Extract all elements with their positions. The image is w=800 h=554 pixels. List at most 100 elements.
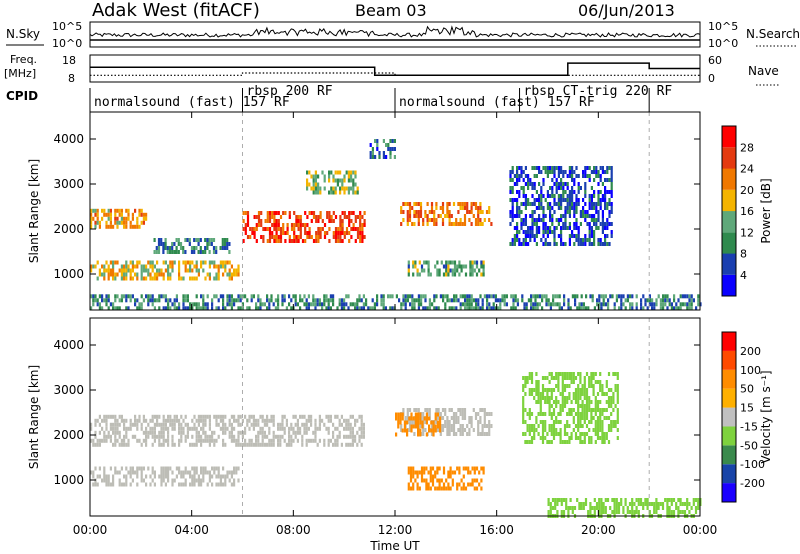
heatmap-cell [354,306,357,311]
heatmap-cell [464,272,468,277]
heatmap-cell [277,235,280,239]
heatmap-cell [435,420,438,424]
heatmap-cell [579,396,582,400]
heatmap-cell [114,442,117,447]
heatmap-cell [533,396,536,400]
heatmap-cell [451,470,454,475]
heatmap-cell [314,306,317,311]
heatmap-cell [255,442,258,447]
heatmap-cell [109,482,112,487]
heatmap-cell [303,430,306,435]
heatmap-cell [204,470,207,475]
heatmap-cell [604,170,607,174]
heatmap-cell [204,276,207,281]
heatmap-cell [409,470,413,475]
heatmap-cell [107,212,110,217]
heatmap-cell [317,190,320,195]
heatmap-cell [120,212,123,217]
heatmap-cell [553,182,556,186]
heatmap-cell [288,430,291,435]
heatmap-cell [217,268,220,273]
heatmap-cell [389,139,392,143]
heatmap-cell [614,384,617,388]
heatmap-cell [610,186,613,190]
heatmap-cell [573,202,576,206]
freq-trace [90,62,700,77]
heatmap-cell [560,230,563,234]
heatmap-cell [136,466,139,471]
heatmap-cell [582,302,585,307]
heatmap-cell [430,424,434,428]
heatmap-cell [690,306,693,311]
heatmap-cell [409,478,413,483]
heatmap-cell [224,306,227,311]
heatmap-cell [195,246,198,250]
heatmap-cell [387,143,390,147]
heatmap-cell [666,502,669,506]
heatmap-cell [361,235,364,239]
heatmap-cell [442,294,445,299]
heatmap-cell [509,198,512,202]
heatmap-cell [472,408,475,412]
heatmap-cell [98,294,101,299]
heatmap-cell [617,502,621,506]
heatmap-cell [94,264,97,269]
heatmap-cell [90,224,93,229]
heatmap-cell [529,202,532,206]
heatmap-cell [149,272,152,277]
colorbar-tick-label: 16 [740,205,754,218]
heatmap-cell [471,264,474,269]
heatmap-cell [604,234,607,238]
heatmap-cell [131,478,134,483]
heatmap-cell [189,426,192,431]
heatmap-cell [329,306,332,311]
heatmap-cell [417,420,420,425]
heatmap-cell [336,414,339,419]
heatmap-cell [319,186,322,191]
heatmap-cell [541,396,545,400]
heatmap-cell [116,272,119,277]
heatmap-cell [446,294,449,299]
heatmap-cell [420,294,423,299]
heatmap-cell [450,306,453,311]
heatmap-cell [439,294,442,299]
heatmap-cell [488,420,491,424]
heatmap-cell [528,408,531,412]
colorbar-tick-label: -200 [740,477,765,490]
heatmap-cell [175,306,178,311]
heatmap-cell [271,211,274,215]
heatmap-cell [548,400,551,404]
heatmap-cell [427,486,430,491]
heatmap-cell [202,478,205,483]
heatmap-cell [307,414,310,419]
heatmap-cell [475,486,479,491]
heatmap-cell [219,264,222,269]
heatmap-cell [109,260,112,265]
heatmap-cell [96,474,99,479]
heatmap-cell [583,384,586,388]
heatmap-cell [606,190,609,194]
heatmap-cell [607,372,611,376]
heatmap-cell [467,482,470,487]
heatmap-cell [459,294,462,299]
heatmap-cell [435,408,438,412]
heatmap-cell [460,268,463,273]
heatmap-cell [290,438,293,443]
heatmap-cell [566,210,569,214]
heatmap-cell [406,294,409,299]
heatmap-cell [94,422,97,427]
heatmap-cell [448,218,451,222]
heatmap-cell [239,442,242,447]
heatmap-cell [524,440,527,444]
heatmap-cell [169,418,172,423]
heatmap-cell [579,372,582,376]
heatmap-cell [235,272,238,277]
heatmap-cell [237,268,240,273]
heatmap-cell [277,426,280,431]
heatmap-cell [224,260,227,265]
heatmap-cell [541,384,545,388]
heatmap-cell [557,432,560,436]
heatmap-cell [162,470,165,475]
heatmap-cell [461,432,464,436]
heatmap-cell [129,426,132,431]
